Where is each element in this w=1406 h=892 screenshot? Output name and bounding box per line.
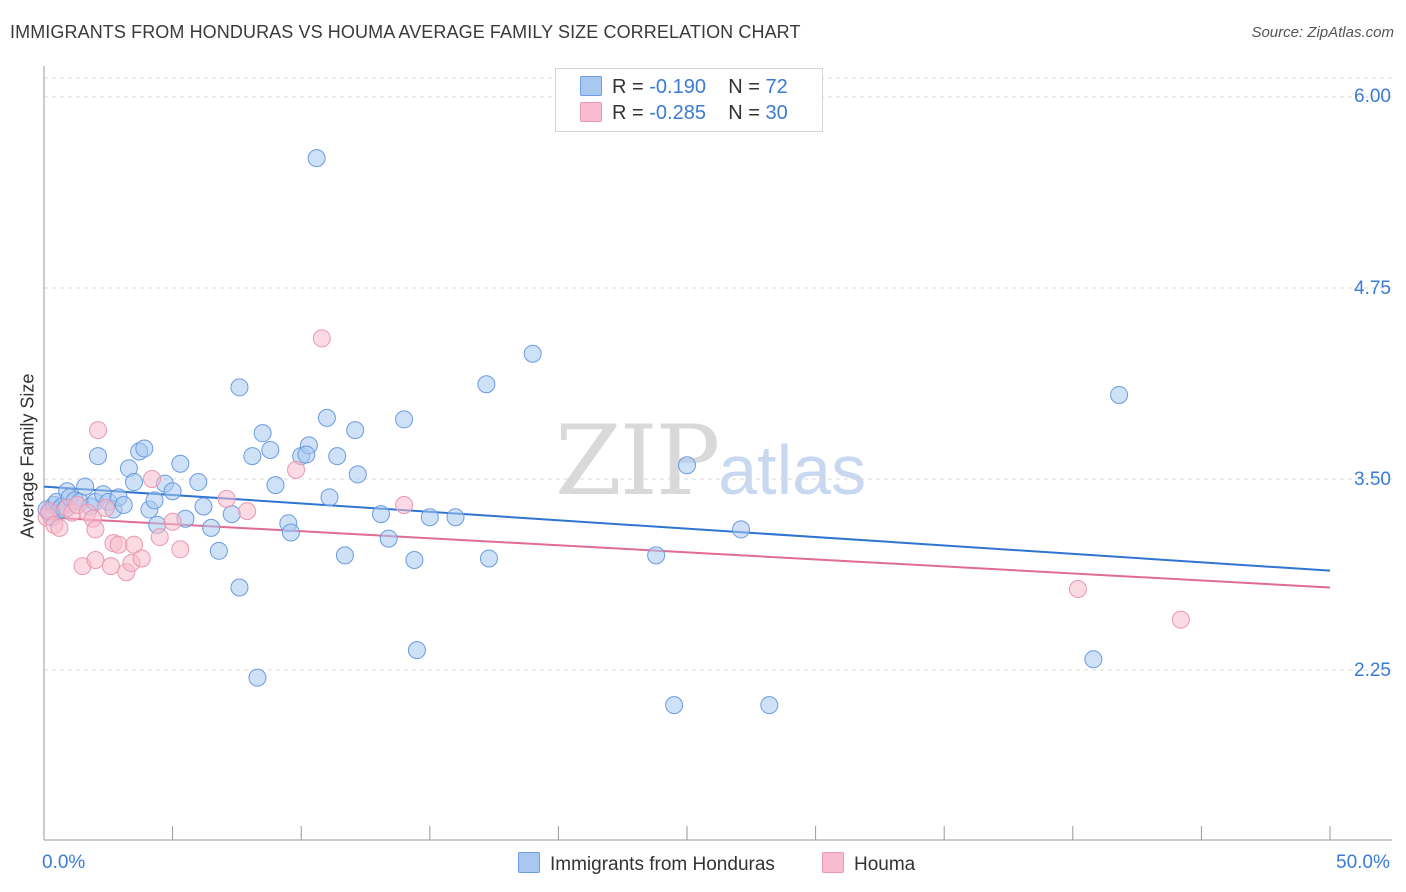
legend-row-honduras: R = -0.190 N = 72 xyxy=(580,76,788,100)
point-honduras xyxy=(76,477,95,496)
legend-n-label: N = xyxy=(728,102,760,124)
point-honduras xyxy=(266,476,285,495)
point-honduras xyxy=(732,520,751,539)
point-honduras xyxy=(135,439,154,458)
legend-swatch-pink xyxy=(822,852,844,873)
watermark: ZIPatlas xyxy=(555,405,866,517)
point-honduras xyxy=(647,546,666,565)
x-axis-min-label: 0.0% xyxy=(42,852,86,873)
point-honduras xyxy=(317,408,336,427)
point-honduras xyxy=(209,541,228,560)
point-honduras xyxy=(89,447,108,466)
point-houma xyxy=(89,421,108,440)
point-honduras xyxy=(253,424,272,443)
point-honduras xyxy=(261,440,280,459)
point-honduras xyxy=(395,410,414,429)
point-houma xyxy=(171,540,190,559)
legend-swatch-pink xyxy=(580,102,602,122)
legend-n-value: 30 xyxy=(765,102,788,124)
trend-line-houma xyxy=(43,516,1331,589)
point-houma xyxy=(101,557,120,576)
point-honduras xyxy=(230,378,249,397)
y-axis-label: Average Family Size xyxy=(17,373,38,539)
legend-swatch-blue xyxy=(518,852,540,873)
legend-swatch-blue xyxy=(580,76,602,96)
point-honduras xyxy=(202,518,221,537)
point-honduras xyxy=(346,421,365,440)
point-honduras xyxy=(335,546,354,565)
point-honduras xyxy=(420,508,439,527)
point-honduras xyxy=(678,456,696,475)
point-honduras xyxy=(163,482,182,501)
point-honduras xyxy=(446,508,465,527)
point-honduras xyxy=(307,149,326,168)
watermark-atlas: atlas xyxy=(718,431,867,509)
x-axis-max-label: 50.0% xyxy=(1336,852,1390,873)
point-houma xyxy=(143,470,162,488)
legend-r-value: -0.190 xyxy=(649,76,706,98)
point-honduras xyxy=(297,445,316,464)
point-honduras xyxy=(320,488,339,507)
stats-legend: R = -0.190 N = 72 R = -0.285 N = 30 xyxy=(555,68,823,132)
point-honduras xyxy=(760,696,779,715)
y-tick-label: 4.75 xyxy=(1354,278,1391,299)
point-houma xyxy=(395,495,414,514)
point-honduras xyxy=(281,523,300,542)
point-honduras xyxy=(379,529,398,548)
point-houma xyxy=(96,499,115,518)
point-houma xyxy=(1068,580,1087,599)
point-houma xyxy=(217,489,236,508)
bottom-legend-honduras: Immigrants from Honduras xyxy=(518,852,775,876)
point-honduras xyxy=(230,578,249,597)
legend-r-label: R = xyxy=(612,76,644,98)
point-houma xyxy=(50,518,69,537)
point-honduras xyxy=(194,497,213,516)
source-credit: Source: ZipAtlas.com xyxy=(1251,24,1394,41)
y-tick-label: 3.50 xyxy=(1354,469,1391,490)
point-honduras xyxy=(328,447,347,466)
point-houma xyxy=(132,549,151,568)
point-honduras xyxy=(125,473,144,492)
legend-n-value: 72 xyxy=(765,76,788,98)
legend-r-value: -0.285 xyxy=(649,102,706,124)
point-honduras xyxy=(348,465,367,484)
point-honduras xyxy=(479,549,498,568)
point-honduras xyxy=(145,491,164,510)
chart-title: IMMIGRANTS FROM HONDURAS VS HOUMA AVERAG… xyxy=(10,22,801,42)
point-honduras xyxy=(371,505,390,524)
point-honduras xyxy=(407,641,426,660)
legend-label-houma: Houma xyxy=(854,854,916,875)
bottom-legend-houma: Houma xyxy=(822,852,915,876)
point-houma xyxy=(86,550,105,569)
legend-row-houma: R = -0.285 N = 30 xyxy=(580,102,788,126)
y-tick-label: 6.00 xyxy=(1354,86,1391,107)
point-honduras xyxy=(477,375,496,394)
point-houma xyxy=(1171,610,1190,629)
point-houma xyxy=(163,512,182,531)
point-honduras xyxy=(171,454,190,473)
point-honduras xyxy=(1084,650,1103,669)
point-houma xyxy=(287,460,306,479)
point-honduras xyxy=(523,344,542,363)
point-houma xyxy=(312,329,331,348)
point-honduras xyxy=(248,668,267,687)
point-honduras xyxy=(405,550,424,569)
point-houma xyxy=(109,535,128,554)
legend-r-label: R = xyxy=(612,102,644,124)
point-honduras xyxy=(114,495,133,514)
legend-label-honduras: Immigrants from Honduras xyxy=(550,854,775,875)
y-tick-label: 2.25 xyxy=(1354,660,1391,681)
point-houma xyxy=(86,520,105,539)
point-honduras xyxy=(189,473,208,492)
point-honduras xyxy=(222,505,241,524)
trend-line-honduras xyxy=(43,485,1331,572)
point-honduras xyxy=(1110,385,1129,404)
point-houma xyxy=(238,502,257,521)
point-honduras xyxy=(243,447,262,466)
point-houma xyxy=(125,535,144,554)
legend-n-label: N = xyxy=(728,76,760,98)
point-honduras xyxy=(665,696,684,715)
point-houma xyxy=(150,528,169,547)
